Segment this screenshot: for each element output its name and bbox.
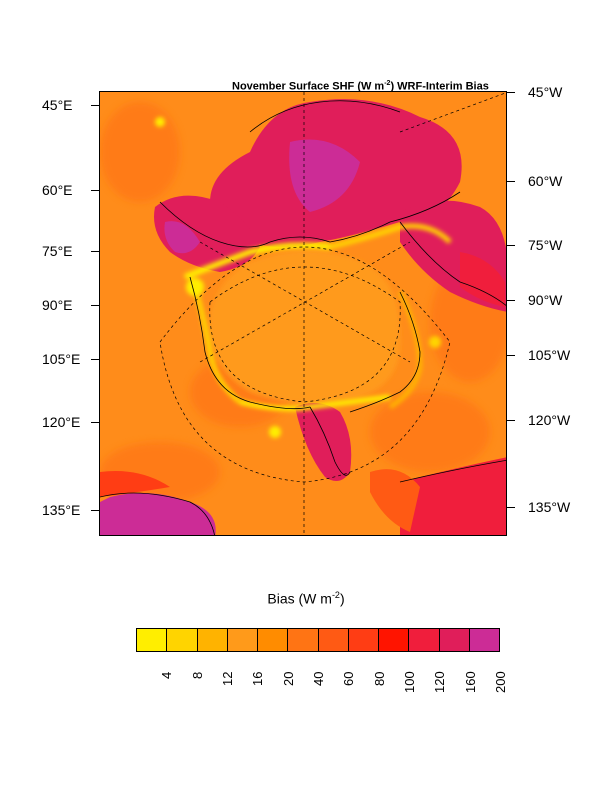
- left-tick-45e: [91, 105, 99, 106]
- colorbar-level-label: 60: [341, 671, 357, 686]
- left-lon-label-60e: 60°E: [42, 182, 73, 198]
- left-tick-105e: [91, 359, 99, 360]
- colorbar-level-label: 12: [220, 671, 235, 686]
- right-lon-label-75w: 75°W: [528, 237, 563, 253]
- graticule: [159, 92, 506, 535]
- colorbar-swatch: [439, 629, 470, 651]
- colorbar-swatch: [469, 629, 499, 651]
- colorbar-swatch: [258, 629, 289, 651]
- sea-ice-edge: [155, 117, 452, 438]
- colorbar: [136, 628, 500, 652]
- right-lon-label-90w: 90°W: [528, 292, 563, 308]
- colorbar-swatch: [409, 629, 440, 651]
- coastlines: [100, 100, 506, 535]
- colorbar-level-label: 20: [280, 671, 296, 686]
- legend-title-exponent: -2: [331, 590, 340, 600]
- colorbar-swatch: [379, 629, 410, 651]
- colorbar-level-label: 80: [371, 671, 387, 686]
- legend-title-text: Bias (W m: [267, 590, 332, 607]
- alaska-landmass: [295, 403, 352, 481]
- right-tick-105w: [507, 355, 515, 356]
- polar-map: [99, 91, 507, 536]
- right-lon-label-105w: 105°W: [528, 347, 571, 363]
- colorbar-swatch: [197, 629, 228, 651]
- colorbar-swatch: [167, 629, 198, 651]
- colorbar-level-label: 16: [250, 671, 266, 686]
- colorbar-swatch: [227, 629, 258, 651]
- legend-title-suffix: ): [339, 590, 345, 607]
- title-suffix: ) WRF-Interim Bias: [390, 80, 489, 93]
- left-tick-135e: [91, 510, 99, 511]
- colorbar-swatch: [318, 629, 349, 651]
- colorbar-level-label: 200: [493, 671, 508, 693]
- arctic-basin: [209, 250, 401, 404]
- right-tick-135w: [507, 507, 515, 508]
- colorbar-level-label: 100: [402, 671, 417, 693]
- left-lon-label-75e: 75°E: [42, 243, 73, 259]
- colorbar-swatch: [348, 629, 379, 651]
- left-lon-label-135e: 135°E: [42, 502, 81, 518]
- legend-title: Bias (W m-2): [0, 590, 612, 607]
- map-title: November Surface SHF (W m-2) WRF-Interim…: [232, 80, 489, 93]
- colorbar-level-label: 40: [311, 671, 326, 686]
- right-lon-label-135w: 135°W: [528, 499, 571, 515]
- right-lon-label-45w: 45°W: [528, 84, 563, 100]
- title-prefix: November Surface SHF (W m: [232, 80, 385, 93]
- map-graphic: [100, 92, 506, 535]
- left-lon-label-45e: 45°E: [42, 97, 73, 113]
- pacific-patch: [370, 469, 420, 532]
- colorbar-level-label: 8: [189, 671, 205, 679]
- right-tick-45w: [507, 92, 515, 93]
- asia-landmass: [100, 492, 216, 535]
- right-tick-60w: [507, 181, 515, 182]
- scandinavia-max: [289, 139, 360, 212]
- left-tick-90e: [91, 305, 99, 306]
- left-tick-75e: [91, 251, 99, 252]
- colorbar-swatch: [137, 629, 168, 651]
- right-tick-90w: [507, 300, 515, 301]
- colorbar-level-label: 120: [432, 671, 448, 693]
- right-tick-120w: [507, 420, 515, 421]
- colorbar-level-label: 160: [462, 671, 478, 693]
- title-exponent: -2: [384, 80, 391, 87]
- colorbar-swatch: [288, 629, 319, 651]
- colorbar-level-label: 4: [159, 671, 175, 679]
- left-lon-label-120e: 120°E: [42, 414, 81, 430]
- asia-edge: [100, 471, 170, 497]
- left-lon-label-90e: 90°E: [42, 297, 73, 313]
- left-tick-120e: [91, 422, 99, 423]
- right-tick-75w: [507, 245, 515, 246]
- greenland-edge: [460, 252, 505, 307]
- left-tick-60e: [91, 190, 99, 191]
- right-lon-label-60w: 60°W: [528, 173, 563, 189]
- right-lon-label-120w: 120°W: [528, 412, 571, 428]
- pacific-land-right: [400, 457, 506, 535]
- left-lon-label-105e: 105°E: [42, 351, 81, 367]
- siberia-max: [164, 221, 200, 254]
